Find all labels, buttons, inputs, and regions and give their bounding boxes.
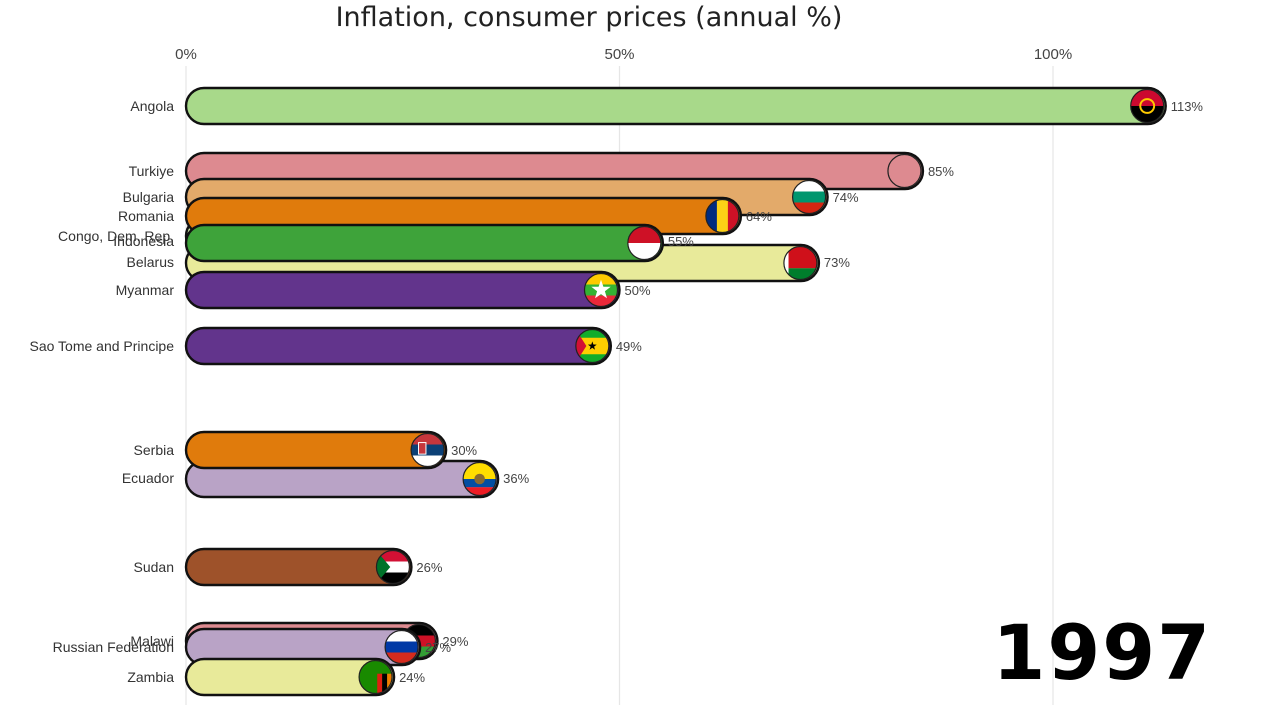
value-label: 55% <box>668 234 694 249</box>
bar-group <box>184 86 1167 126</box>
angola-flag-icon <box>1130 88 1165 124</box>
category-label: Romania <box>118 208 174 224</box>
category-label: Angola <box>130 98 174 114</box>
indonesia-flag-icon <box>627 225 662 261</box>
value-label: 29% <box>442 634 468 649</box>
sao-tome-flag-icon <box>575 328 610 364</box>
ecuador-flag-icon <box>462 461 497 497</box>
myanmar-flag-icon <box>583 272 619 308</box>
bar <box>184 547 413 587</box>
bar-group <box>184 657 396 697</box>
bar-group <box>184 270 621 310</box>
category-label: Congo, Dem. Rep. <box>58 228 174 244</box>
x-tick-label: 0% <box>175 46 197 63</box>
value-label: 74% <box>833 190 859 205</box>
category-label: Sudan <box>134 559 174 575</box>
chart-title: Inflation, consumer prices (annual %) <box>335 2 843 33</box>
category-label: Bulgaria <box>123 189 175 205</box>
category-label: Myanmar <box>116 282 175 298</box>
value-label: 24% <box>399 670 425 685</box>
category-label: Zambia <box>127 669 174 685</box>
value-label: 26% <box>416 560 442 575</box>
value-label: 27% <box>425 640 451 655</box>
category-label: Turkiye <box>129 163 175 179</box>
value-label: 73% <box>824 255 850 270</box>
bar <box>184 223 665 263</box>
value-label: 113% <box>1171 99 1204 114</box>
sudan-flag-icon <box>375 549 411 585</box>
category-label: Indonesia <box>113 233 174 249</box>
belarus-flag-icon <box>783 245 818 281</box>
value-label: 36% <box>503 471 529 486</box>
bar <box>184 86 1167 126</box>
value-label: 85% <box>928 164 954 179</box>
bar <box>184 326 613 366</box>
bulgaria-flag-icon <box>791 179 827 215</box>
bar <box>184 657 396 697</box>
value-label: 64% <box>746 209 772 224</box>
category-label: Malawi <box>130 633 174 649</box>
value-label: 30% <box>451 443 477 458</box>
x-tick-label: 100% <box>1034 46 1072 63</box>
category-label: Ecuador <box>122 470 174 486</box>
value-label: 49% <box>616 339 642 354</box>
year-label: 1997 <box>992 608 1212 697</box>
bar-group <box>184 459 500 499</box>
zambia-flag-icon <box>358 659 393 695</box>
category-label: Russian Federation <box>53 639 174 655</box>
category-label: Sao Tome and Principe <box>30 338 175 354</box>
turkiye-flag-icon <box>887 153 922 189</box>
category-labels: Angola Turkiye Bulgaria Romania Congo, Dem. … <box>30 98 175 685</box>
serbia-flag-icon <box>410 432 445 468</box>
x-axis-ticks: 0% 50% 100% <box>175 46 1072 63</box>
category-label: Serbia <box>134 442 175 458</box>
bars <box>184 86 1167 697</box>
x-tick-label: 50% <box>604 46 634 63</box>
value-labels: 113% 85% 74% 64% 55% 73% 50% 49% 30% 36% 26% 29%27%… <box>399 99 1203 685</box>
russia-flag-icon <box>384 629 419 665</box>
bar <box>184 430 448 470</box>
romania-flag-icon <box>705 198 740 234</box>
bar-group <box>184 223 665 263</box>
bar-group <box>184 326 613 366</box>
value-label: 50% <box>625 283 651 298</box>
bar <box>184 270 621 310</box>
bar-group <box>184 430 448 470</box>
category-label: Belarus <box>127 254 174 270</box>
bar-group <box>184 547 413 587</box>
